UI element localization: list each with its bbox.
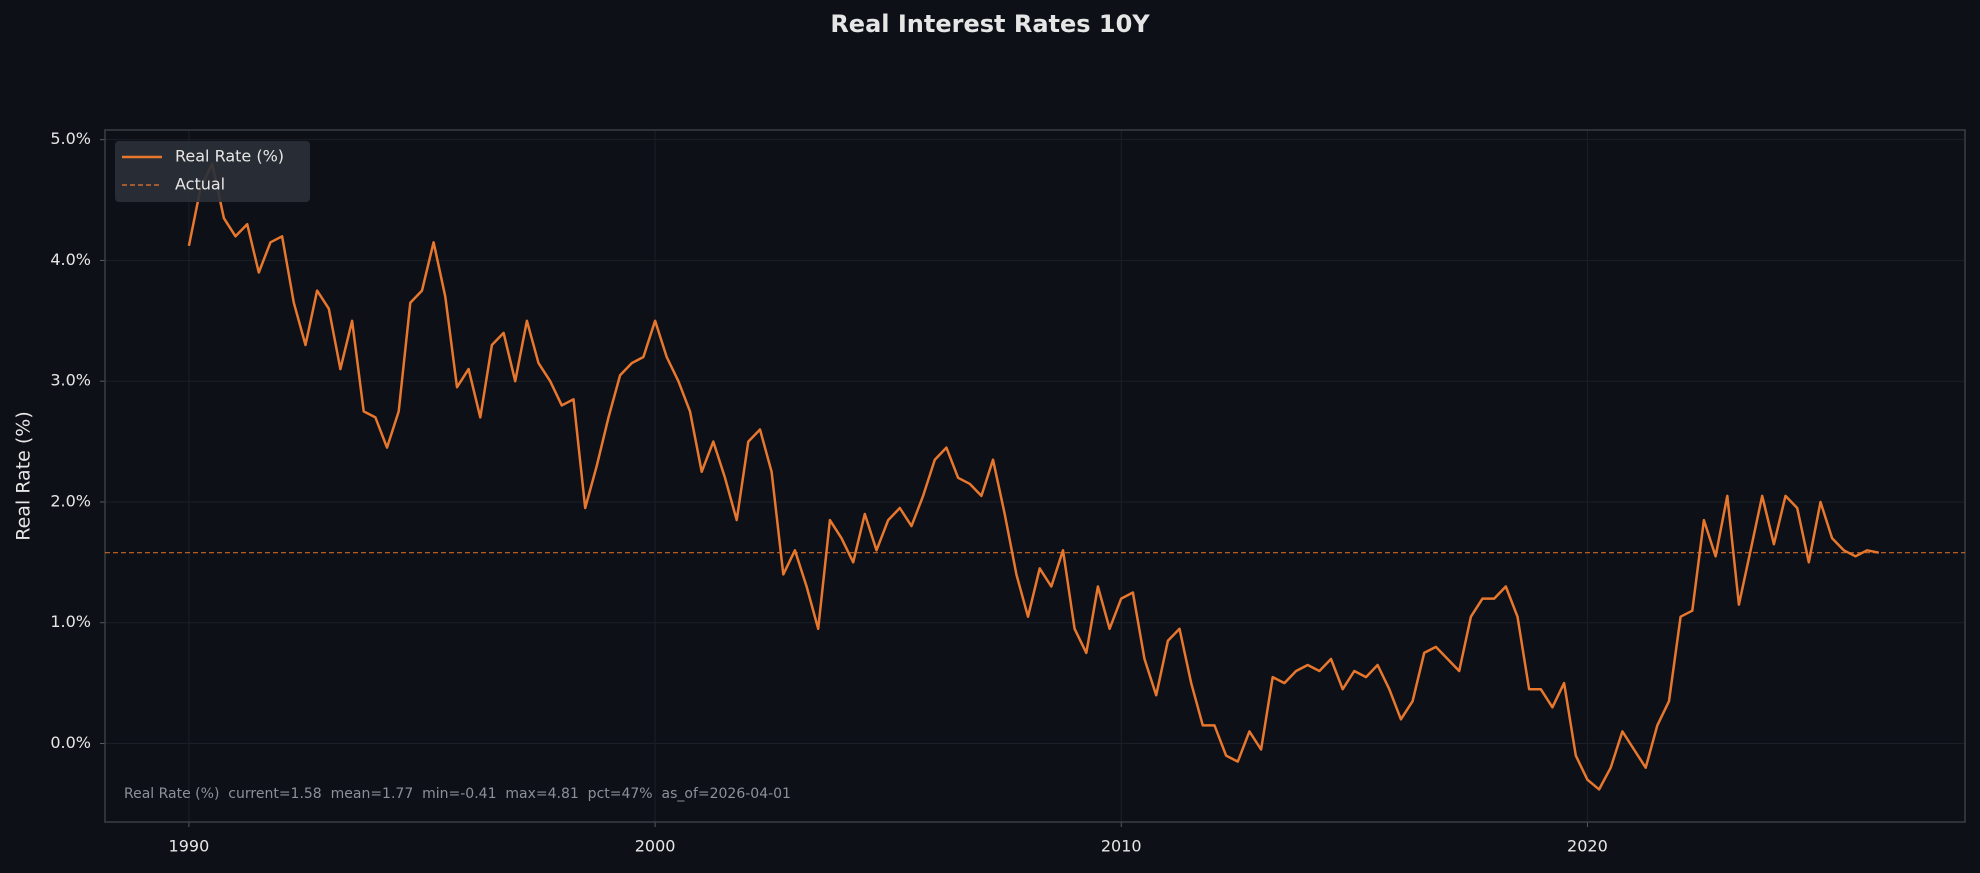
x-tick-label: 2020 xyxy=(1567,837,1608,856)
y-tick-label: 1.0% xyxy=(50,612,91,631)
legend-box xyxy=(115,141,310,202)
y-axis-label: Real Rate (%) xyxy=(13,411,35,540)
y-tick-label: 4.0% xyxy=(50,250,91,269)
chart-title: Real Interest Rates 10Y xyxy=(830,10,1150,38)
y-tick-label: 2.0% xyxy=(50,491,91,510)
legend-label: Actual xyxy=(175,175,225,194)
annotation: Real Rate (%) current=1.58 mean=1.77 min… xyxy=(124,786,791,802)
y-tick-label: 5.0% xyxy=(50,129,91,148)
x-tick-label: 2010 xyxy=(1101,837,1142,856)
data-line xyxy=(187,162,1880,791)
y-tick-label: 3.0% xyxy=(50,371,91,390)
legend-label: Real Rate (%) xyxy=(175,147,284,166)
plot-frame xyxy=(104,129,1966,823)
x-tick-label: 2000 xyxy=(635,837,676,856)
x-tick-label: 1990 xyxy=(169,837,210,856)
y-tick-label: 0.0% xyxy=(50,733,91,752)
